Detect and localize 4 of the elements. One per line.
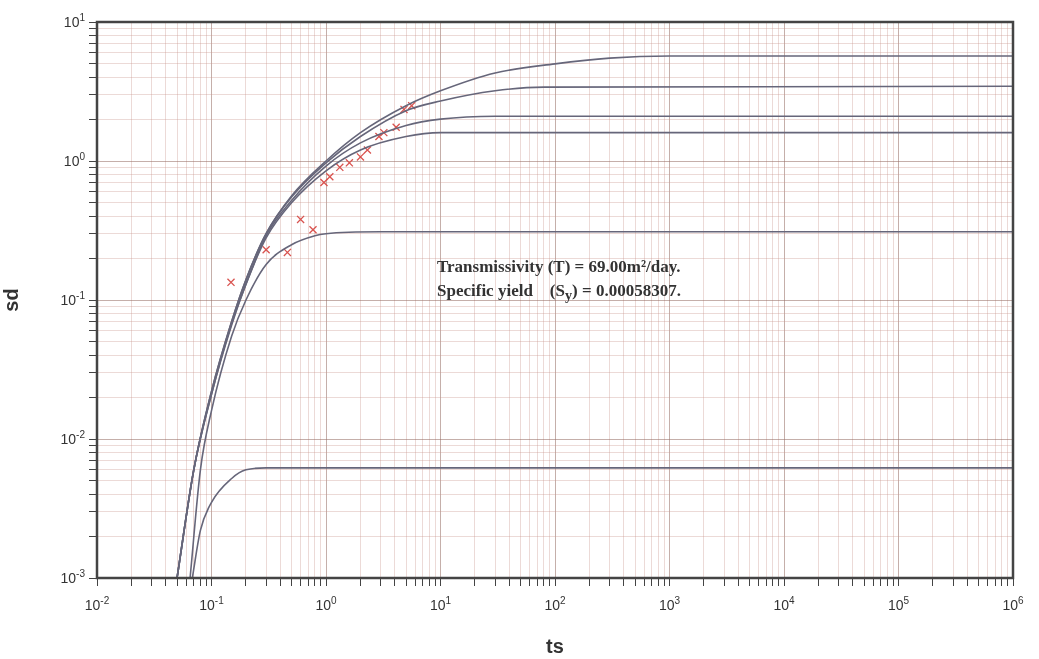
x-axis-title: ts — [546, 634, 564, 657]
annotation: Specific yield (S$_{y}$) = 0.00058307. — [437, 280, 681, 306]
annotation: Transmissivity (T) = 69.00m²/day. — [437, 256, 681, 278]
y-axis-title: sd — [0, 288, 22, 312]
